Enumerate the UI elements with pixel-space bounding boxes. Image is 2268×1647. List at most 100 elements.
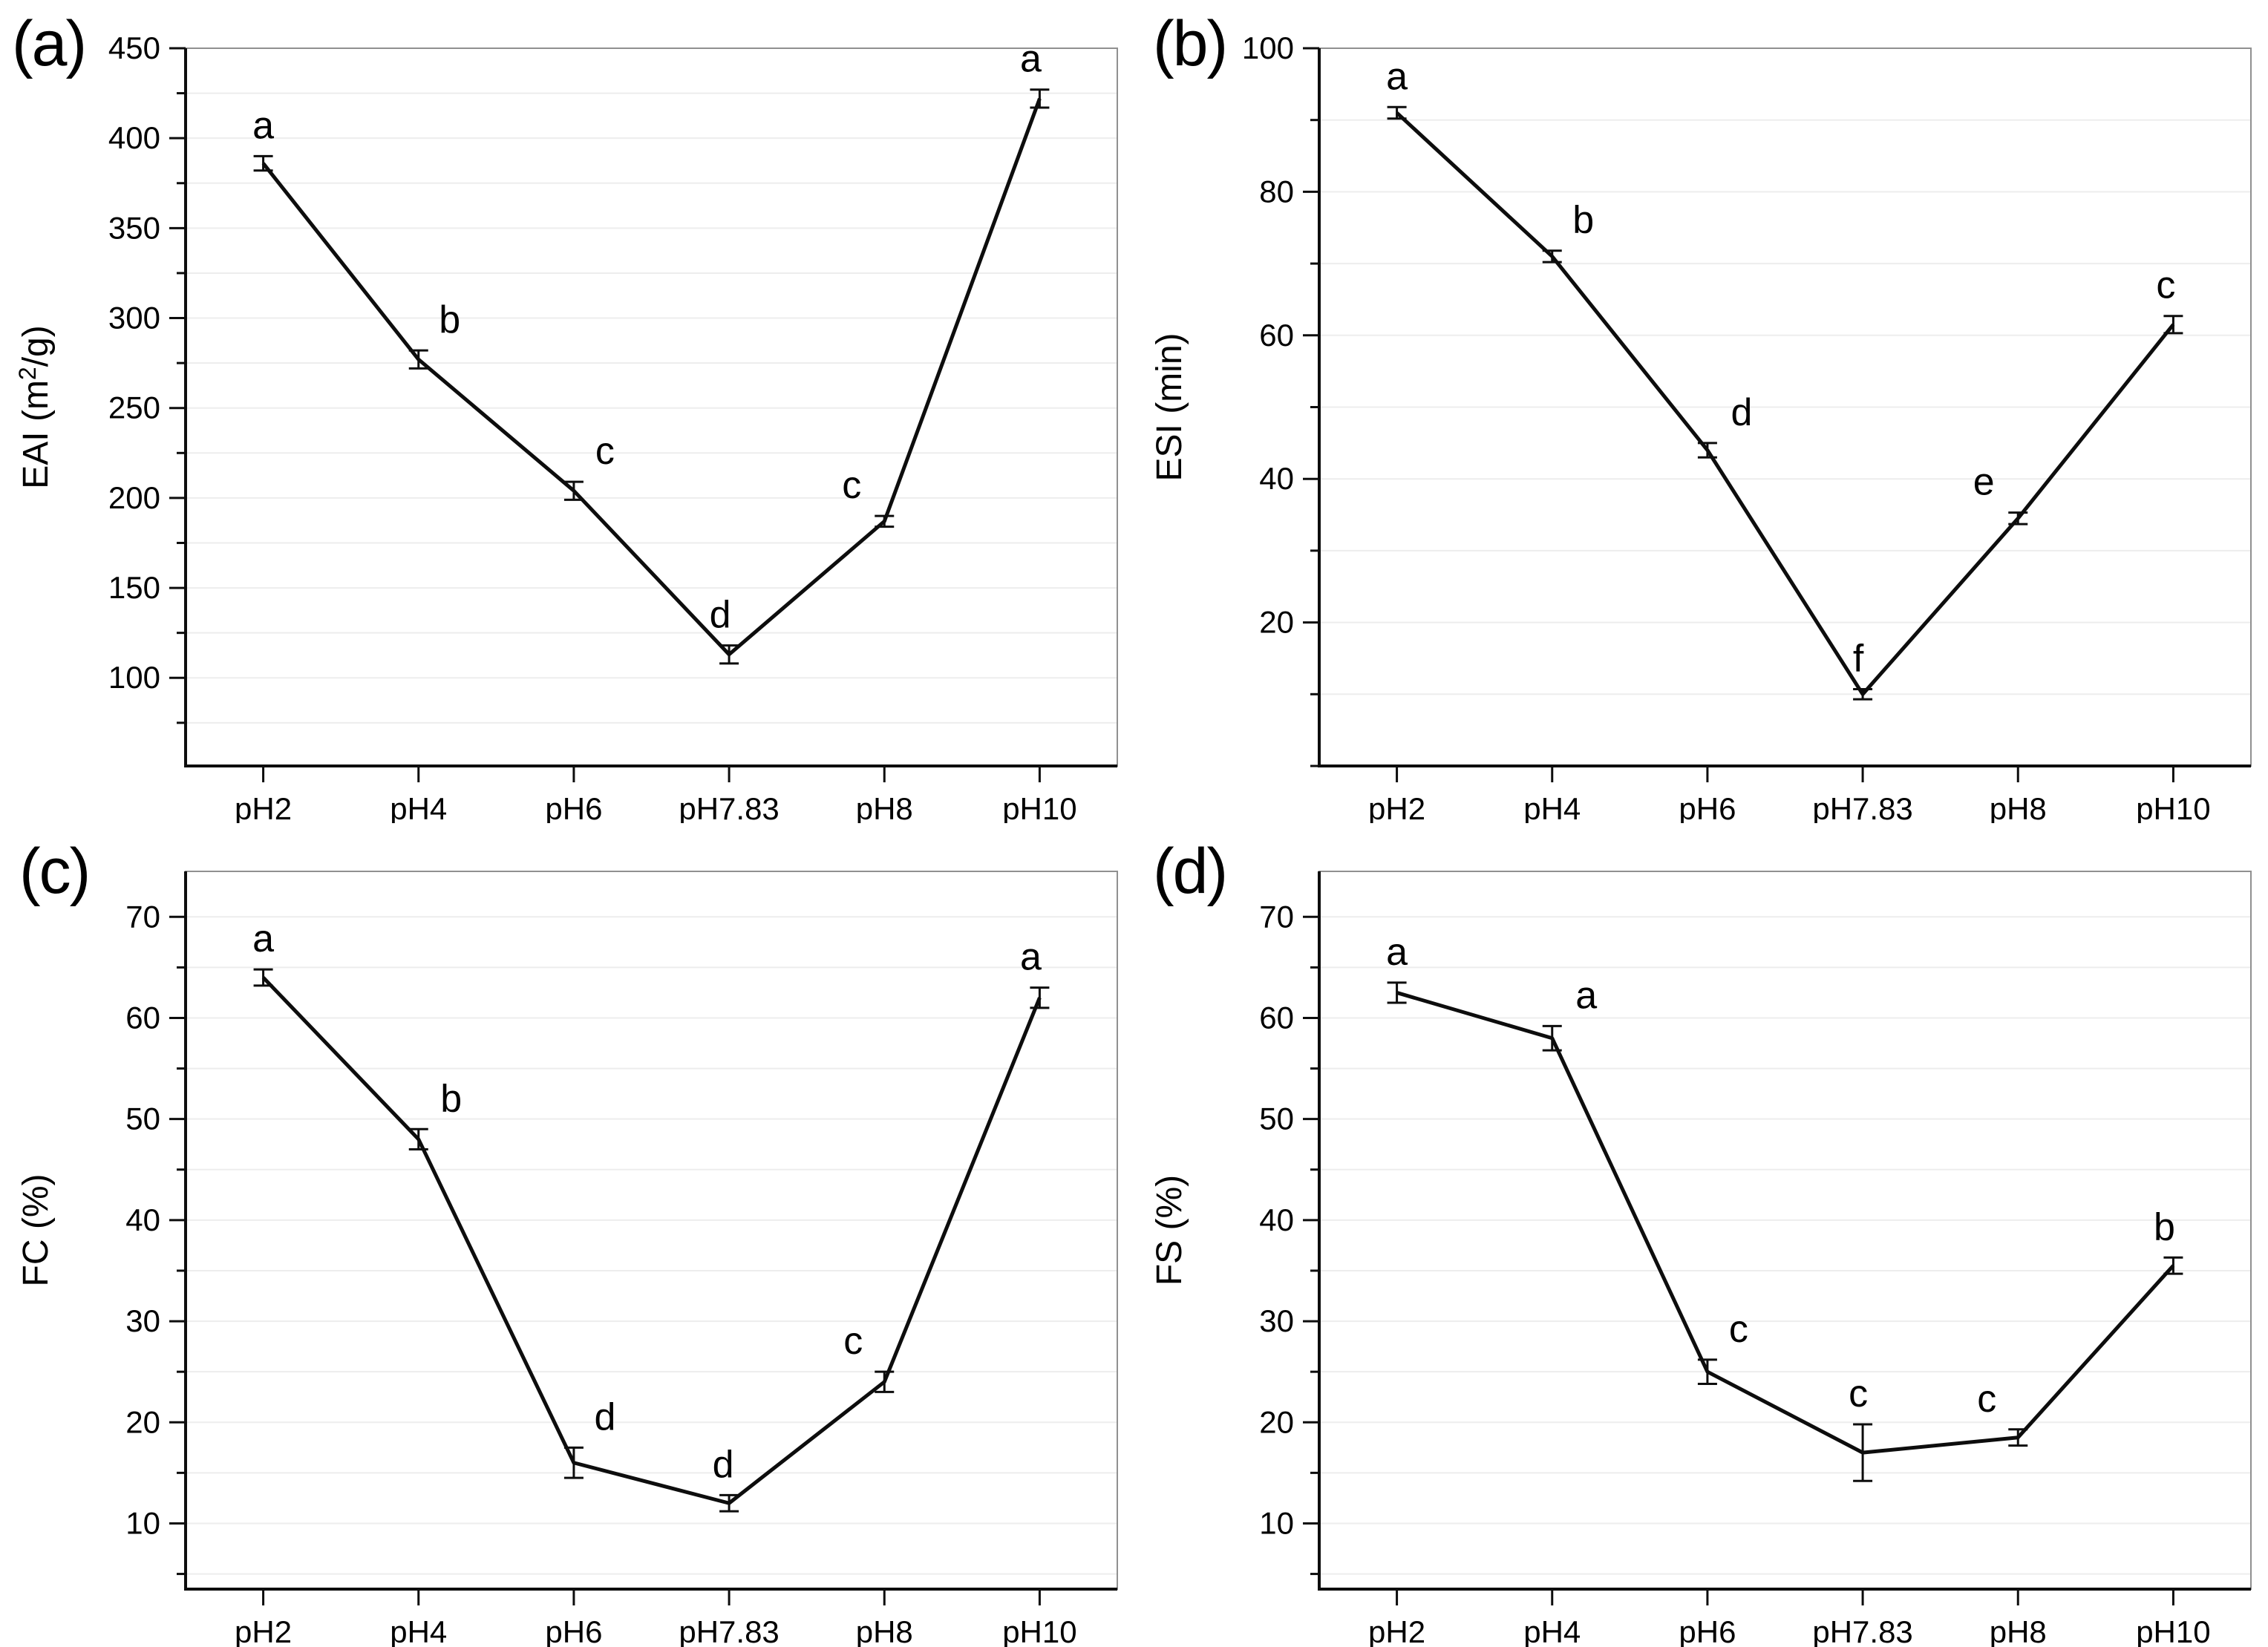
point-letter: a	[1386, 931, 1408, 974]
series-line	[1396, 991, 2175, 1455]
series-line	[261, 97, 1042, 657]
x-tick-label: pH4	[1523, 791, 1581, 823]
y-tick-label: 40	[1259, 461, 1294, 496]
y-axis-ticks: 20 40 60 80 100	[1242, 30, 1319, 767]
point-letter: a	[1020, 38, 1042, 81]
x-tick-label: pH2	[235, 1614, 292, 1647]
chart-d-fs: 10 20 30 40 50 60 70 pH2 pH4 pH6 pH7.83 pH8 pH10 FS (…	[1150, 871, 2252, 1647]
panel-a-label: (a)	[12, 8, 87, 79]
y-axis-ticks: 10 20 30 40 50 60 70	[125, 899, 186, 1576]
x-tick-label: pH2	[1368, 1614, 1425, 1647]
chart-b-esi: 20 40 60 80 100 pH2 pH4 pH6 pH7.83 pH8 pH10 ESI (mi…	[1150, 30, 2252, 823]
point-letter: f	[1853, 638, 1864, 681]
point-letter: a	[1575, 974, 1597, 1017]
gridlines	[1319, 48, 2251, 767]
y-tick-label: 50	[1259, 1101, 1294, 1136]
gridlines	[1319, 916, 2251, 1575]
y-tick-label: 250	[108, 390, 160, 425]
x-tick-label: pH7.83	[679, 1614, 779, 1647]
panel-c-label: (c)	[19, 836, 91, 907]
point-letter: b	[440, 1077, 462, 1120]
y-tick-label: 20	[1259, 605, 1294, 640]
x-tick-label: pH7.83	[1812, 791, 1912, 823]
y-tick-label: 70	[1259, 899, 1294, 934]
x-tick-label: pH6	[1679, 1614, 1736, 1647]
x-axis-ticks: pH2 pH4 pH6 pH7.83 pH8 pH10	[1368, 1589, 2211, 1647]
point-letter: b	[439, 298, 460, 341]
x-tick-label: pH4	[390, 1614, 447, 1647]
point-letter: a	[252, 104, 274, 147]
panel-d: (d) 10 20 30 40 50 60 70 pH2 pH4 pH6 pH7.83 pH8 pH10…	[1134, 823, 2268, 1647]
x-axis-ticks: pH2 pH4 pH6 pH7.83 pH8 pH10	[235, 1589, 1077, 1647]
y-tick-label: 60	[125, 1000, 160, 1035]
panel-a: (a) 100 150 200 250 300 350 400 450 pH2 pH4 pH6 pH7…	[0, 0, 1134, 823]
panel-d-label: (d)	[1153, 836, 1228, 907]
y-tick-label: 10	[1259, 1505, 1294, 1540]
point-letter: a	[1020, 936, 1042, 979]
x-axis-ticks: pH2 pH4 pH6 pH7.83 pH8 pH10	[1368, 766, 2211, 823]
y-tick-label: 150	[108, 570, 160, 605]
point-letter: a	[252, 917, 274, 960]
chart-c-fc: 10 20 30 40 50 60 70 pH2 pH4 pH6 pH7.83 pH8 pH10 FC (…	[16, 871, 1118, 1647]
x-tick-label: pH10	[1002, 1614, 1076, 1647]
x-tick-label: pH4	[1523, 1614, 1581, 1647]
x-tick-label: pH2	[1368, 791, 1425, 823]
point-letter: d	[1731, 391, 1752, 434]
y-axis-title: EAI (m2​/g)	[14, 325, 56, 488]
y-axis-ticks: 10 20 30 40 50 60 70	[1259, 899, 1319, 1576]
error-bars	[253, 968, 1050, 1513]
y-axis-title: FC (%)	[16, 1174, 56, 1287]
x-tick-label: pH6	[545, 791, 602, 823]
x-tick-label: pH10	[1002, 791, 1076, 823]
y-tick-label: 10	[125, 1505, 160, 1540]
point-letter: c	[2156, 264, 2175, 307]
y-tick-label: 100	[108, 660, 160, 695]
gridlines	[186, 48, 1117, 724]
significance-letters: a b d d c a	[252, 917, 1042, 1486]
x-tick-label: pH8	[856, 791, 913, 823]
x-tick-label: pH8	[856, 1614, 913, 1647]
x-tick-label: pH7.83	[1812, 1614, 1912, 1647]
y-tick-label: 70	[125, 899, 160, 934]
y-tick-label: 60	[1259, 318, 1294, 353]
y-tick-label: 450	[108, 30, 160, 65]
x-tick-label: pH8	[1990, 791, 2047, 823]
y-axis-title: FS (%)	[1150, 1175, 1189, 1286]
x-tick-label: pH10	[2136, 791, 2210, 823]
plot-frame	[184, 48, 1118, 767]
panel-b-label: (b)	[1153, 8, 1228, 79]
significance-letters: a a c c c b	[1386, 931, 2175, 1421]
gridlines	[186, 916, 1117, 1575]
x-tick-label: pH6	[1679, 791, 1736, 823]
point-letter: c	[1849, 1372, 1868, 1415]
point-letter: c	[595, 430, 615, 473]
series-line	[261, 976, 1042, 1505]
y-tick-label: 400	[108, 120, 160, 155]
error-bars	[253, 88, 1050, 665]
error-bars	[1387, 105, 2183, 701]
y-tick-label: 30	[1259, 1303, 1294, 1338]
point-letter: b	[1572, 199, 1594, 242]
y-tick-label: 300	[108, 301, 160, 335]
x-axis-ticks: pH2 pH4 pH6 pH7.83 pH8 pH10	[235, 766, 1077, 823]
point-letter: c	[1729, 1308, 1748, 1351]
y-tick-label: 350	[108, 210, 160, 245]
x-tick-label: pH10	[2136, 1614, 2210, 1647]
point-letter: c	[842, 464, 861, 507]
panel-b: (b) 20 40 60 80 100 pH2 pH4 pH6 pH7.83 pH8 pH10 ESI…	[1134, 0, 2268, 823]
y-axis-ticks: 100 150 200 250 300 350 400 450	[108, 30, 186, 724]
significance-letters: a b d f e c	[1386, 55, 2175, 680]
point-letter: c	[843, 1320, 863, 1363]
y-tick-label: 200	[108, 480, 160, 515]
y-axis-title: ESI (min)	[1150, 333, 1189, 481]
x-tick-label: pH6	[545, 1614, 602, 1647]
x-tick-label: pH7.83	[679, 791, 779, 823]
point-letter: d	[594, 1395, 615, 1438]
y-tick-label: 80	[1259, 174, 1294, 209]
point-letter: d	[713, 1443, 734, 1486]
x-tick-label: pH4	[390, 791, 447, 823]
y-tick-label: 20	[125, 1404, 160, 1439]
point-letter: d	[710, 594, 731, 637]
y-tick-label: 100	[1242, 30, 1294, 65]
point-letter: a	[1386, 55, 1408, 98]
